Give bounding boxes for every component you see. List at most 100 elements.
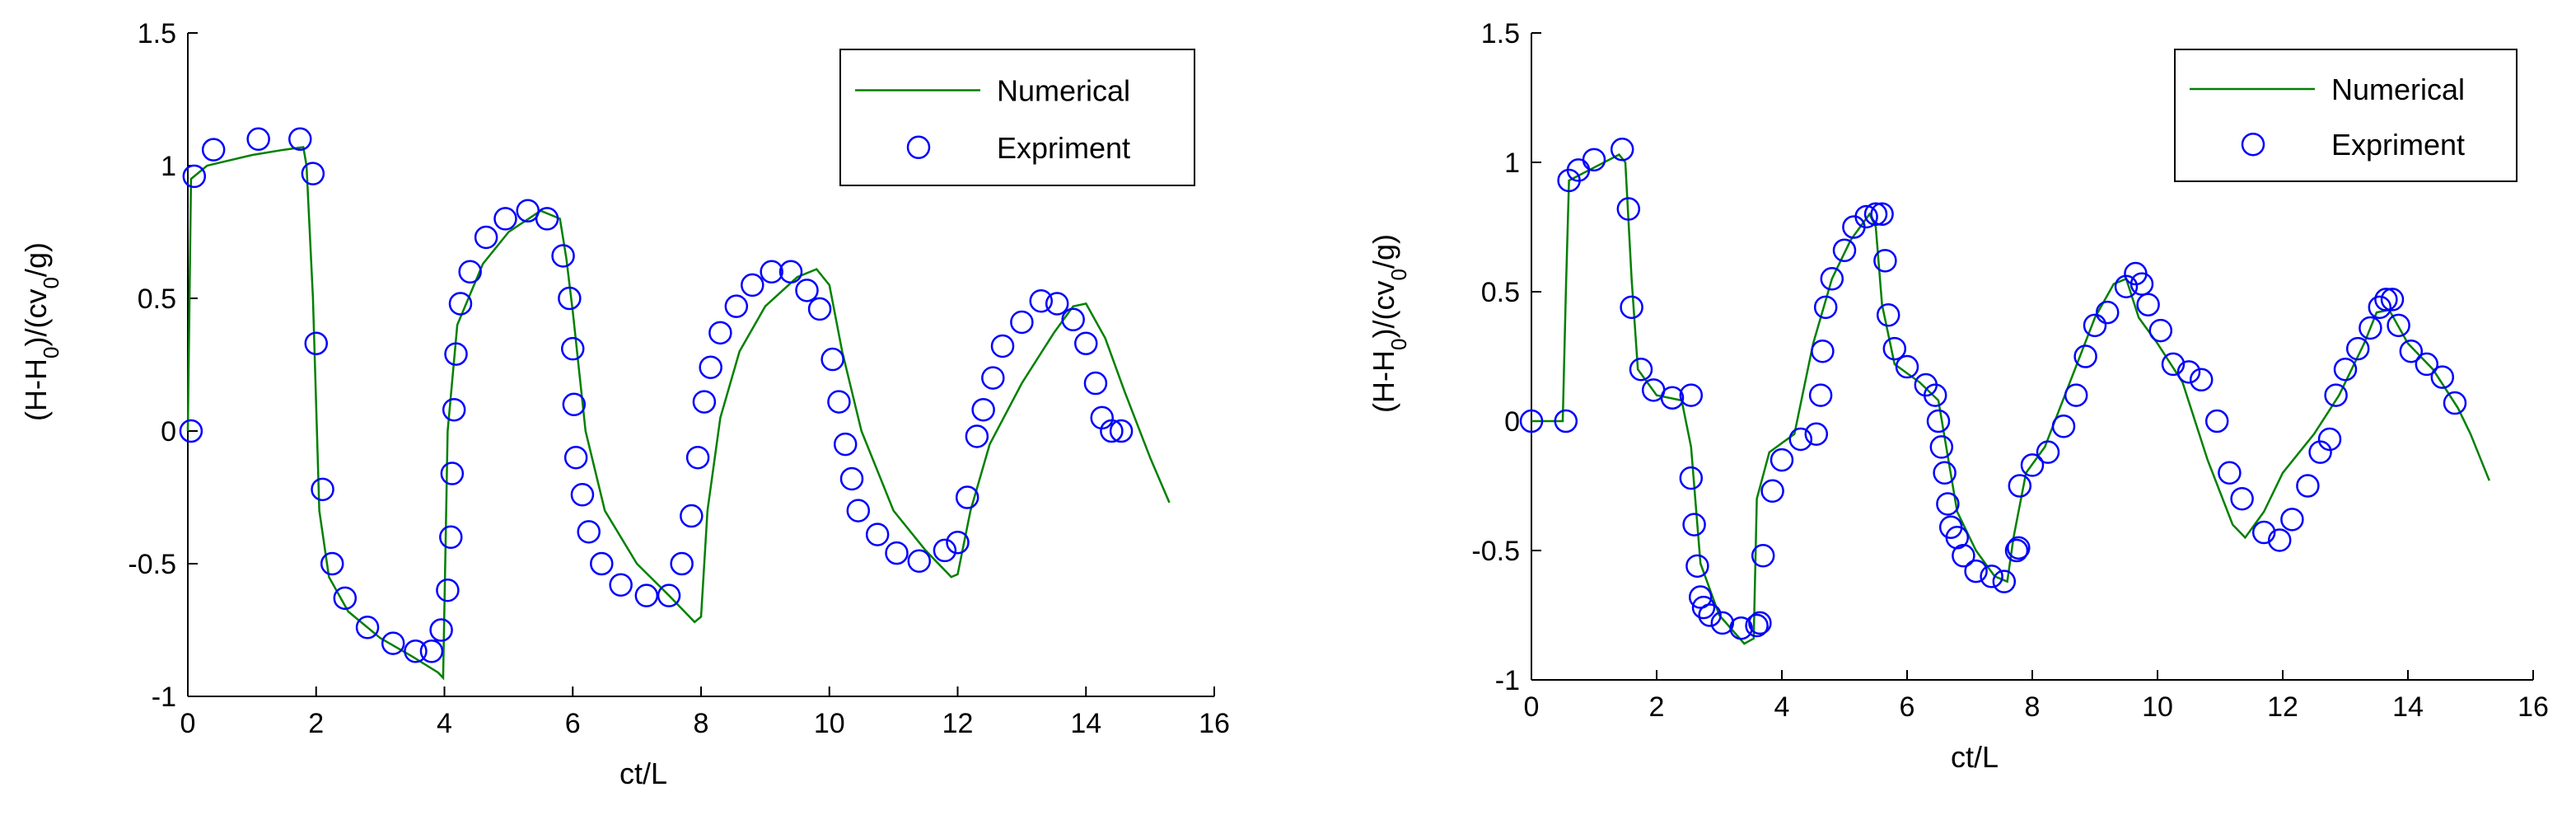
x-tick-label: 4: [1774, 691, 1790, 723]
legend: Numerical Expriment: [839, 49, 1195, 186]
experiment-point: [320, 551, 344, 576]
experiment-point: [2095, 300, 2120, 325]
left-chart: 0 2 4 6 8 10 12 14 16-1-0.500.511.5ct/L(H-H0)/(c…: [19, 18, 1230, 790]
y-tick-label: 0.5: [138, 283, 176, 315]
experiment-point: [2399, 339, 2424, 363]
experiment-point: [551, 244, 575, 268]
legend-numerical-label: Numerical: [997, 74, 1130, 108]
experiment-point: [1688, 585, 1713, 609]
experiment-point: [933, 538, 957, 563]
experiment-point: [1813, 295, 1838, 320]
y-tick-label: 1.5: [1481, 18, 1520, 49]
experiment-point: [2345, 336, 2370, 361]
experiment-point: [2308, 440, 2332, 464]
experiment-point: [2161, 352, 2186, 377]
experiment-point: [981, 366, 1005, 390]
experiment-point: [990, 334, 1015, 358]
experiment-point: [1698, 603, 1722, 627]
experiment-point: [1745, 613, 1769, 638]
x-tick-label: 0: [1524, 691, 1540, 723]
experiment-point: [907, 549, 932, 574]
experiment-point: [699, 355, 722, 379]
experiment-point: [561, 336, 585, 361]
experiment-point: [1933, 461, 1957, 485]
experiment-point: [563, 445, 588, 470]
y-axis-label-part: )/(cv: [1367, 281, 1400, 339]
experiment-point: [404, 640, 428, 663]
experiment-point: [1554, 409, 1578, 433]
y-tick-label: -0.5: [128, 549, 176, 580]
experiment-point: [2189, 368, 2214, 392]
experiment-point: [1582, 148, 1606, 172]
experiment-point: [1873, 249, 1897, 273]
experiment-point: [680, 504, 704, 528]
experiment-point: [1804, 422, 1829, 446]
experiment-point: [1679, 383, 1704, 407]
experiment-point: [2443, 391, 2467, 415]
experiment-point: [760, 260, 783, 284]
y-tick-label: 0.5: [1481, 277, 1520, 308]
experiment-point: [609, 573, 633, 597]
experiment-point: [827, 390, 851, 414]
experiment-point: [201, 138, 226, 162]
experiment-point: [865, 522, 890, 546]
experiment-point: [971, 397, 995, 422]
experiment-point: [946, 530, 970, 555]
experiment-point: [634, 583, 659, 607]
experiment-point: [708, 321, 732, 345]
experiment-point: [1936, 492, 1960, 516]
experiment-point: [1870, 202, 1894, 227]
experiment-point: [1691, 595, 1716, 620]
x-tick-label: 2: [1649, 691, 1665, 723]
y-axis-label: (H-H0)/(cv0/g): [19, 242, 63, 421]
experiment-point: [2130, 272, 2154, 296]
experiment-point: [1820, 267, 1844, 291]
x-tick-label: 0: [180, 708, 196, 739]
x-tick-label: 12: [942, 708, 974, 739]
experiment-point: [288, 127, 312, 152]
experiment-point: [2073, 344, 2097, 368]
experiment-point: [1788, 427, 1813, 452]
experiment-point: [458, 260, 482, 284]
experiment-point: [182, 164, 207, 189]
experiment-point: [741, 273, 764, 298]
legend-experiment-swatch: [906, 135, 931, 160]
experiment-point: [590, 551, 614, 576]
legend-numerical-label: Numerical: [2331, 73, 2465, 106]
experiment-point: [657, 583, 681, 607]
experiment-point: [1010, 310, 1034, 335]
legend-experiment-label: Expriment: [997, 131, 1130, 165]
experiment-point: [1876, 303, 1900, 327]
experiment-point: [2324, 383, 2348, 407]
x-axis-label: ct/L: [1951, 740, 1999, 774]
experiment-point: [1751, 544, 1775, 568]
experiment-point: [820, 347, 844, 372]
experiment-point: [1074, 331, 1098, 355]
experiment-point: [846, 499, 871, 522]
x-tick-label: 6: [565, 708, 581, 739]
experiment-point: [2176, 360, 2201, 384]
experiment-point: [1748, 611, 1772, 635]
experiment-point: [311, 477, 334, 502]
experiment-point: [2114, 274, 2139, 298]
experiment-point: [1685, 554, 1709, 579]
x-tick-label: 16: [1199, 708, 1230, 739]
experiment-point: [2430, 365, 2455, 389]
y-axis-label-subscript: 0: [1386, 339, 1411, 350]
experiment-point: [570, 483, 595, 507]
experiment-point: [436, 578, 460, 602]
experiment-point: [1029, 288, 1053, 313]
experiment-point: [1629, 357, 1653, 382]
numerical-series-line: [1531, 153, 2490, 645]
experiment-point: [2051, 415, 2076, 438]
x-tick-label: 14: [2392, 691, 2424, 723]
experiment-point: [1811, 339, 1835, 363]
experiment-point: [1923, 383, 1947, 407]
experiment-point: [2064, 383, 2088, 407]
y-axis-label-subscript: 0: [39, 347, 63, 358]
experiment-point: [2218, 461, 2242, 485]
experiment-point: [839, 466, 864, 491]
y-tick-label: -1: [1495, 665, 1520, 696]
y-tick-label: 1.5: [138, 18, 176, 49]
